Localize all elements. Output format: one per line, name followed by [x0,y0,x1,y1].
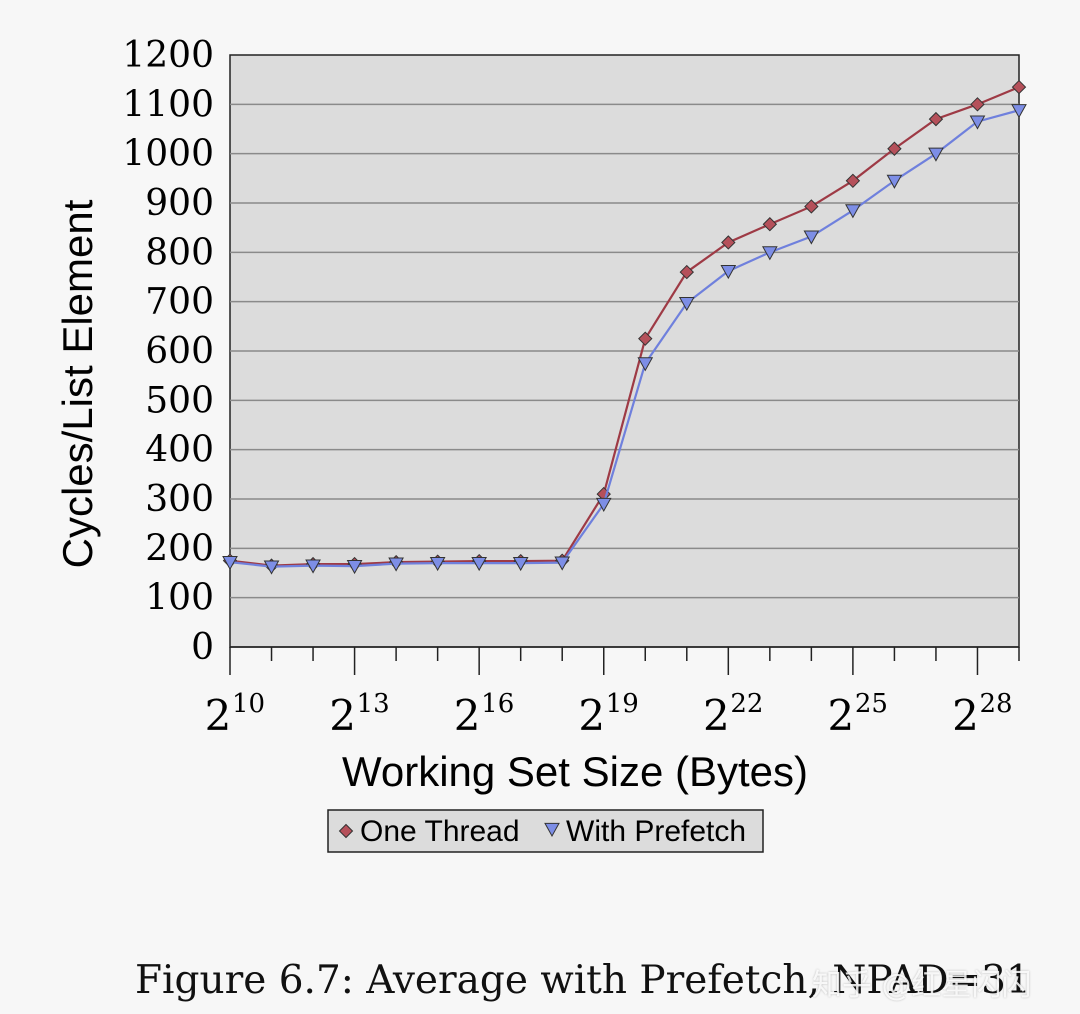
data-point-one-thread-20 [638,331,653,346]
data-point-with-prefetch-21 [678,297,695,312]
data-point-one-thread-27 [928,111,944,127]
x-tick-label-25: 2 [828,691,855,740]
legend-marker-with-prefetch [544,822,560,838]
data-point-one-thread-21 [679,264,694,280]
series-line-with-prefetch [229,109,1020,568]
x-tick-exponent-25: 25 [855,689,888,719]
x-axis-ticks: 2 10 2 13 2 16 2 19 2 22 2 25 2 28 [205,646,1020,740]
figure-caption: Figure 6.7: Average with Prefetch, NPAD=… [135,958,1031,1003]
legend-label-one-thread: One Thread [360,815,520,848]
data-point-one-thread-24 [804,199,819,214]
data-point-with-prefetch-11 [263,560,280,575]
x-tick-label-28: 2 [952,691,979,740]
data-point-one-thread-28 [970,97,985,112]
y-tick-label-700: 700 [145,282,214,323]
y-tick-label-1000: 1000 [122,134,214,175]
data-point-with-prefetch-16 [471,557,488,572]
data-point-one-thread-22 [721,235,736,250]
legend-diamond-icon [338,823,354,839]
data-point-with-prefetch-24 [803,230,820,245]
data-point-with-prefetch-27 [928,147,944,162]
data-point-with-prefetch-29 [1011,104,1027,119]
y-tick-label-500: 500 [145,380,214,421]
data-point-with-prefetch-19 [595,497,612,512]
legend-marker-one-thread [338,823,354,839]
y-tick-label-300: 300 [145,479,214,520]
x-tick-exponent-13: 13 [357,689,390,719]
data-point-with-prefetch-25 [845,204,861,219]
y-axis-label: Cycles/List Element [54,199,101,568]
series-line-one-thread [229,86,1020,567]
line-chart: 0 100 200 300 400 500 600 700 800 900 1000 1100 1200… [54,35,1027,853]
x-tick-label-19: 2 [578,691,605,740]
data-point-with-prefetch-22 [720,264,737,280]
y-tick-label-1100: 1100 [122,84,214,125]
data-point-one-thread-26 [887,141,902,156]
data-point-with-prefetch-12 [305,559,321,574]
y-tick-label-400: 400 [145,430,214,471]
y-tick-label-0: 0 [191,627,214,668]
legend-box [327,809,764,853]
data-point-one-thread-29 [1011,79,1027,95]
x-tick-exponent-28: 28 [979,689,1012,719]
data-point-one-thread-23 [762,217,778,232]
x-tick-exponent-19: 19 [606,689,639,719]
series-layer [222,79,1027,575]
y-tick-label-600: 600 [145,331,214,372]
data-point-one-thread-25 [845,173,861,189]
data-point-with-prefetch-20 [637,357,654,372]
legend: One Thread With Prefetch [327,809,764,853]
x-tick-label-22: 2 [703,691,730,740]
watermark: 知乎 @红星闪闪 [812,968,1032,1003]
data-point-with-prefetch-14 [388,557,404,572]
data-point-with-prefetch-28 [969,115,986,130]
grid-lines [230,103,1019,599]
y-tick-label-800: 800 [145,232,214,273]
x-axis-label: Working Set Size (Bytes) [342,748,808,795]
x-tick-label-13: 2 [329,691,356,740]
legend-triangle-icon [544,822,560,838]
x-tick-exponent-22: 22 [730,689,763,719]
data-point-with-prefetch-13 [346,559,363,575]
data-point-with-prefetch-23 [761,246,778,261]
x-tick-exponent-16: 16 [481,689,514,719]
y-tick-label-200: 200 [145,528,214,569]
data-point-with-prefetch-17 [512,557,529,572]
x-tick-label-16: 2 [454,691,481,740]
y-tick-label-1200: 1200 [122,35,214,76]
data-point-with-prefetch-18 [554,556,571,571]
y-tick-label-100: 100 [145,578,214,619]
x-tick-exponent-10: 10 [232,689,265,719]
legend-label-with-prefetch: With Prefetch [566,815,746,848]
x-tick-label-10: 2 [205,691,232,740]
data-point-with-prefetch-26 [886,174,903,189]
data-point-with-prefetch-10 [222,556,238,571]
data-point-with-prefetch-15 [429,557,446,572]
y-axis-ticks: 0 100 200 300 400 500 600 700 800 900 1000 1100 1200 [122,35,214,668]
y-tick-label-900: 900 [145,183,214,224]
